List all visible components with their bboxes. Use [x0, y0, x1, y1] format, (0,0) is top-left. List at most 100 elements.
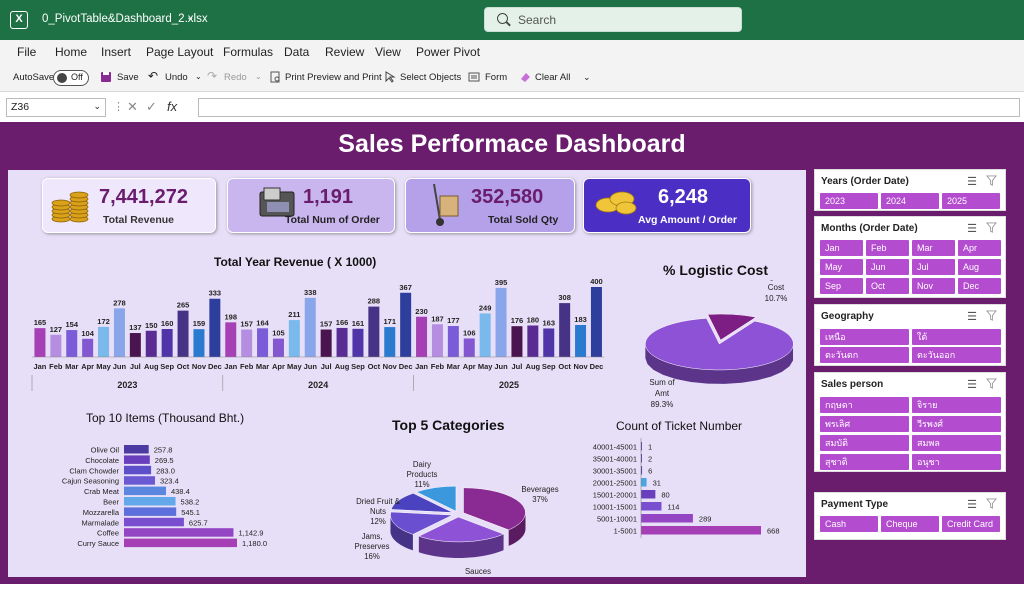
clear-filter-icon[interactable] — [986, 310, 997, 321]
undo-dropdown-icon[interactable]: ⌄ — [195, 72, 202, 81]
multi-select-icon[interactable]: ☰ — [967, 223, 977, 235]
slicer-item-aug[interactable]: Aug — [958, 259, 1001, 275]
redo-button[interactable]: Redo — [224, 72, 247, 83]
categories-slice — [463, 487, 526, 531]
clear-filter-icon[interactable] — [986, 498, 997, 509]
multi-select-icon[interactable]: ☰ — [967, 379, 977, 391]
form-button[interactable]: Form — [485, 72, 508, 83]
logistic-slice — [707, 313, 757, 341]
slicer-item-person-1[interactable]: กฤษดา — [820, 397, 909, 413]
save-icon[interactable] — [100, 71, 112, 83]
form-icon[interactable] — [468, 71, 480, 83]
slicer-item-person-5[interactable]: สมบัติ — [820, 435, 909, 451]
slicer-item-jul[interactable]: Jul — [912, 259, 955, 275]
slicer-item-east[interactable]: ตะวันออก — [912, 347, 1001, 363]
slicer-item-credit-card[interactable]: Credit Card — [942, 516, 1000, 532]
file-name[interactable]: 0_PivotTable&Dashboard_2.xlsx — [42, 13, 208, 25]
menu-file[interactable]: File — [17, 45, 37, 59]
slicer-item-north[interactable]: เหนือ — [820, 329, 909, 345]
formula-input[interactable] — [198, 98, 1020, 117]
revenue-data-label: 127 — [50, 325, 63, 334]
slicer-item-may[interactable]: May — [820, 259, 863, 275]
slicer-item-person-2[interactable]: จิราย — [912, 397, 1001, 413]
undo-icon[interactable]: ↶ — [148, 69, 159, 83]
slicer-item-2023[interactable]: 2023 — [820, 193, 878, 209]
revenue-month-label: Oct — [558, 362, 571, 371]
cancel-icon[interactable]: ✕ — [127, 99, 138, 114]
clear-filter-icon[interactable] — [986, 222, 997, 233]
save-button[interactable]: Save — [117, 72, 139, 83]
slicer-item-cash[interactable]: Cash — [820, 516, 878, 532]
slicer-item-jan[interactable]: Jan — [820, 240, 863, 256]
enter-icon[interactable]: ✓ — [146, 99, 157, 114]
eraser-icon[interactable] — [519, 71, 531, 83]
ticket-range-label: 40001-45001 — [593, 443, 637, 452]
select-objects-button[interactable]: Select Objects — [400, 72, 462, 83]
revenue-data-label: 150 — [145, 321, 158, 330]
top10-item-label: Olive Oil — [91, 446, 120, 455]
slicer-item-person-3[interactable]: พรเลิศ — [820, 416, 909, 432]
menu-insert[interactable]: Insert — [101, 45, 132, 59]
top10-bar — [124, 517, 184, 527]
search-input[interactable]: Search — [484, 7, 742, 32]
autosave-toggle[interactable]: Off — [53, 70, 89, 86]
dashboard-title: Sales Performace Dashboard — [338, 130, 686, 158]
slicer-item-mar[interactable]: Mar — [912, 240, 955, 256]
menu-view[interactable]: View — [375, 45, 401, 59]
insert-function-button[interactable]: fx — [167, 99, 178, 114]
slicer-item-jun[interactable]: Jun — [866, 259, 909, 275]
slicer-item-cheque[interactable]: Cheque — [881, 516, 939, 532]
slicer-item-person-8[interactable]: อนุชา — [912, 454, 1001, 470]
kpi-avg-amount[interactable]: 6,248 Avg Amount / Order — [583, 178, 751, 233]
slicer-item-nov[interactable]: Nov — [912, 278, 955, 294]
revenue-month-label: Mar — [447, 362, 460, 371]
chevron-down-icon[interactable]: ⌄ — [93, 101, 101, 111]
slicer-item-apr[interactable]: Apr — [958, 240, 1001, 256]
categories-pie-chart: Beverages37%Sauces24%Jams,Preserves16%Dr… — [354, 460, 558, 576]
revenue-data-label: 395 — [495, 278, 508, 287]
multi-select-icon[interactable]: ☰ — [967, 176, 977, 188]
slicer-item-person-4[interactable]: วีรพงศ์ — [912, 416, 1001, 432]
categories-label: Sauces — [465, 567, 491, 576]
slicer-item-2025[interactable]: 2025 — [942, 193, 1000, 209]
select-objects-icon[interactable] — [384, 71, 396, 83]
clear-filter-icon[interactable] — [986, 175, 997, 186]
menu-home[interactable]: Home — [55, 45, 88, 59]
print-preview-icon[interactable] — [269, 71, 281, 83]
slicer-item-feb[interactable]: Feb — [866, 240, 909, 256]
name-box[interactable]: Z36 ⌄ — [6, 98, 106, 117]
slicer-item-2024[interactable]: 2024 — [881, 193, 939, 209]
slicer-item-person-7[interactable]: สุชาติ — [820, 454, 909, 470]
menu-page-layout[interactable]: Page Layout — [146, 45, 214, 59]
revenue-data-label: 333 — [209, 289, 222, 298]
redo-dropdown-icon[interactable]: ⌄ — [255, 72, 262, 81]
clear-filter-icon[interactable] — [986, 378, 997, 389]
multi-select-icon[interactable]: ☰ — [967, 311, 977, 323]
clear-all-button[interactable]: Clear All — [535, 72, 571, 83]
more-options-icon[interactable]: ⋮ — [113, 101, 124, 113]
kpi-total-sold-qty[interactable]: 352,580 Total Sold Qty — [405, 178, 575, 233]
revenue-bar — [209, 298, 221, 357]
menu-review[interactable]: Review — [325, 45, 365, 59]
slicer-item-sep[interactable]: Sep — [820, 278, 863, 294]
menu-power-pivot[interactable]: Power Pivot — [416, 45, 481, 59]
multi-select-icon[interactable]: ☰ — [967, 499, 977, 511]
print-preview-button[interactable]: Print Preview and Print — [285, 72, 382, 83]
ticket-chart-title: Count of Ticket Number — [616, 419, 743, 433]
customize-toolbar-icon[interactable]: ⌄ — [583, 72, 591, 82]
kpi-total-orders[interactable]: 1,191 Total Num of Order — [227, 178, 395, 233]
slicer-item-west[interactable]: ตะวันตก — [820, 347, 909, 363]
slicer-item-oct[interactable]: Oct — [866, 278, 909, 294]
revenue-data-label: 172 — [97, 317, 110, 326]
excel-logo-icon[interactable]: X — [10, 11, 28, 29]
undo-button[interactable]: Undo — [165, 72, 188, 83]
chevron-down-icon[interactable]: ⌄ — [186, 12, 195, 23]
slicer-item-south[interactable]: ใต้ — [912, 329, 1001, 345]
redo-icon[interactable]: ↷ — [207, 69, 218, 83]
menu-formulas[interactable]: Formulas — [223, 45, 274, 59]
slicer-item-dec[interactable]: Dec — [958, 278, 1001, 294]
kpi-total-revenue[interactable]: 7,441,272 Total Revenue — [42, 178, 216, 233]
revenue-bar — [590, 287, 602, 357]
menu-data[interactable]: Data — [284, 45, 310, 59]
slicer-item-person-6[interactable]: สมพล — [912, 435, 1001, 451]
